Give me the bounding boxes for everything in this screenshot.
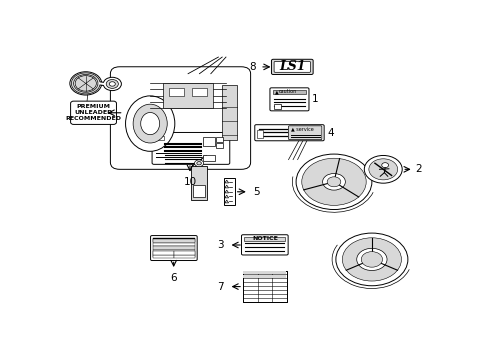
Ellipse shape (125, 96, 175, 151)
Text: 5: 5 (253, 187, 259, 197)
Ellipse shape (133, 104, 167, 143)
Bar (153, 253, 194, 257)
FancyBboxPatch shape (152, 132, 229, 164)
Text: ▲: ▲ (274, 89, 278, 94)
Text: 3: 3 (217, 240, 224, 250)
Circle shape (335, 233, 407, 286)
Bar (153, 243, 194, 246)
Circle shape (194, 160, 203, 167)
Bar (153, 246, 194, 250)
FancyBboxPatch shape (191, 166, 206, 201)
Bar (153, 255, 174, 258)
Circle shape (322, 174, 345, 190)
FancyBboxPatch shape (274, 62, 310, 72)
Circle shape (75, 76, 96, 91)
Bar (153, 251, 174, 255)
Bar (273, 104, 281, 109)
Text: PREMIUM: PREMIUM (76, 104, 110, 109)
Text: 1: 1 (311, 94, 318, 104)
FancyBboxPatch shape (288, 126, 321, 140)
Circle shape (196, 162, 201, 165)
Polygon shape (224, 195, 228, 198)
Text: 7: 7 (217, 282, 224, 292)
Text: LS1: LS1 (279, 60, 305, 73)
Ellipse shape (141, 112, 159, 135)
Text: 9: 9 (128, 108, 135, 118)
Text: NOTICE: NOTICE (251, 237, 277, 242)
Bar (174, 255, 194, 258)
Text: UNLEADED: UNLEADED (74, 110, 113, 115)
Polygon shape (224, 190, 228, 193)
Bar (257, 130, 263, 138)
Circle shape (368, 159, 397, 180)
Circle shape (364, 156, 401, 183)
Circle shape (381, 163, 388, 168)
Circle shape (109, 82, 115, 86)
Text: 10: 10 (183, 177, 196, 187)
Circle shape (361, 252, 382, 267)
Bar (243, 271, 285, 274)
Circle shape (326, 177, 340, 187)
Bar (203, 155, 214, 161)
Bar (224, 178, 234, 205)
Circle shape (71, 73, 100, 94)
Polygon shape (224, 200, 228, 203)
Bar (153, 239, 194, 243)
Circle shape (103, 77, 121, 91)
Bar (153, 250, 194, 253)
FancyBboxPatch shape (254, 125, 324, 141)
FancyBboxPatch shape (271, 59, 312, 75)
Bar (243, 270, 286, 302)
Circle shape (342, 238, 401, 281)
Text: RECOMMENDED: RECOMMENDED (65, 116, 122, 121)
Bar (191, 87, 206, 96)
Bar (215, 137, 222, 142)
Text: caution: caution (279, 89, 297, 94)
Text: 2: 2 (415, 164, 421, 174)
Text: ▲ service: ▲ service (290, 127, 313, 132)
Bar (174, 251, 194, 255)
Bar (153, 238, 194, 242)
Circle shape (301, 158, 366, 205)
FancyBboxPatch shape (150, 235, 197, 261)
FancyBboxPatch shape (110, 67, 250, 169)
Bar (203, 137, 214, 146)
Bar (222, 85, 237, 140)
FancyBboxPatch shape (163, 84, 212, 108)
Circle shape (356, 248, 386, 270)
FancyBboxPatch shape (241, 235, 287, 255)
Text: 4: 4 (326, 128, 333, 138)
Bar (169, 87, 184, 96)
Polygon shape (224, 180, 228, 183)
Bar (243, 275, 285, 278)
Bar (272, 90, 305, 94)
FancyBboxPatch shape (269, 88, 308, 111)
Bar (215, 143, 222, 148)
FancyBboxPatch shape (70, 101, 116, 125)
Text: 6: 6 (170, 273, 177, 283)
Bar (244, 237, 285, 242)
Circle shape (296, 154, 371, 210)
Bar (156, 135, 164, 140)
Polygon shape (224, 185, 228, 188)
FancyBboxPatch shape (193, 185, 205, 197)
Circle shape (70, 72, 102, 95)
Circle shape (106, 80, 118, 89)
Text: 8: 8 (248, 62, 255, 72)
Circle shape (74, 75, 98, 92)
